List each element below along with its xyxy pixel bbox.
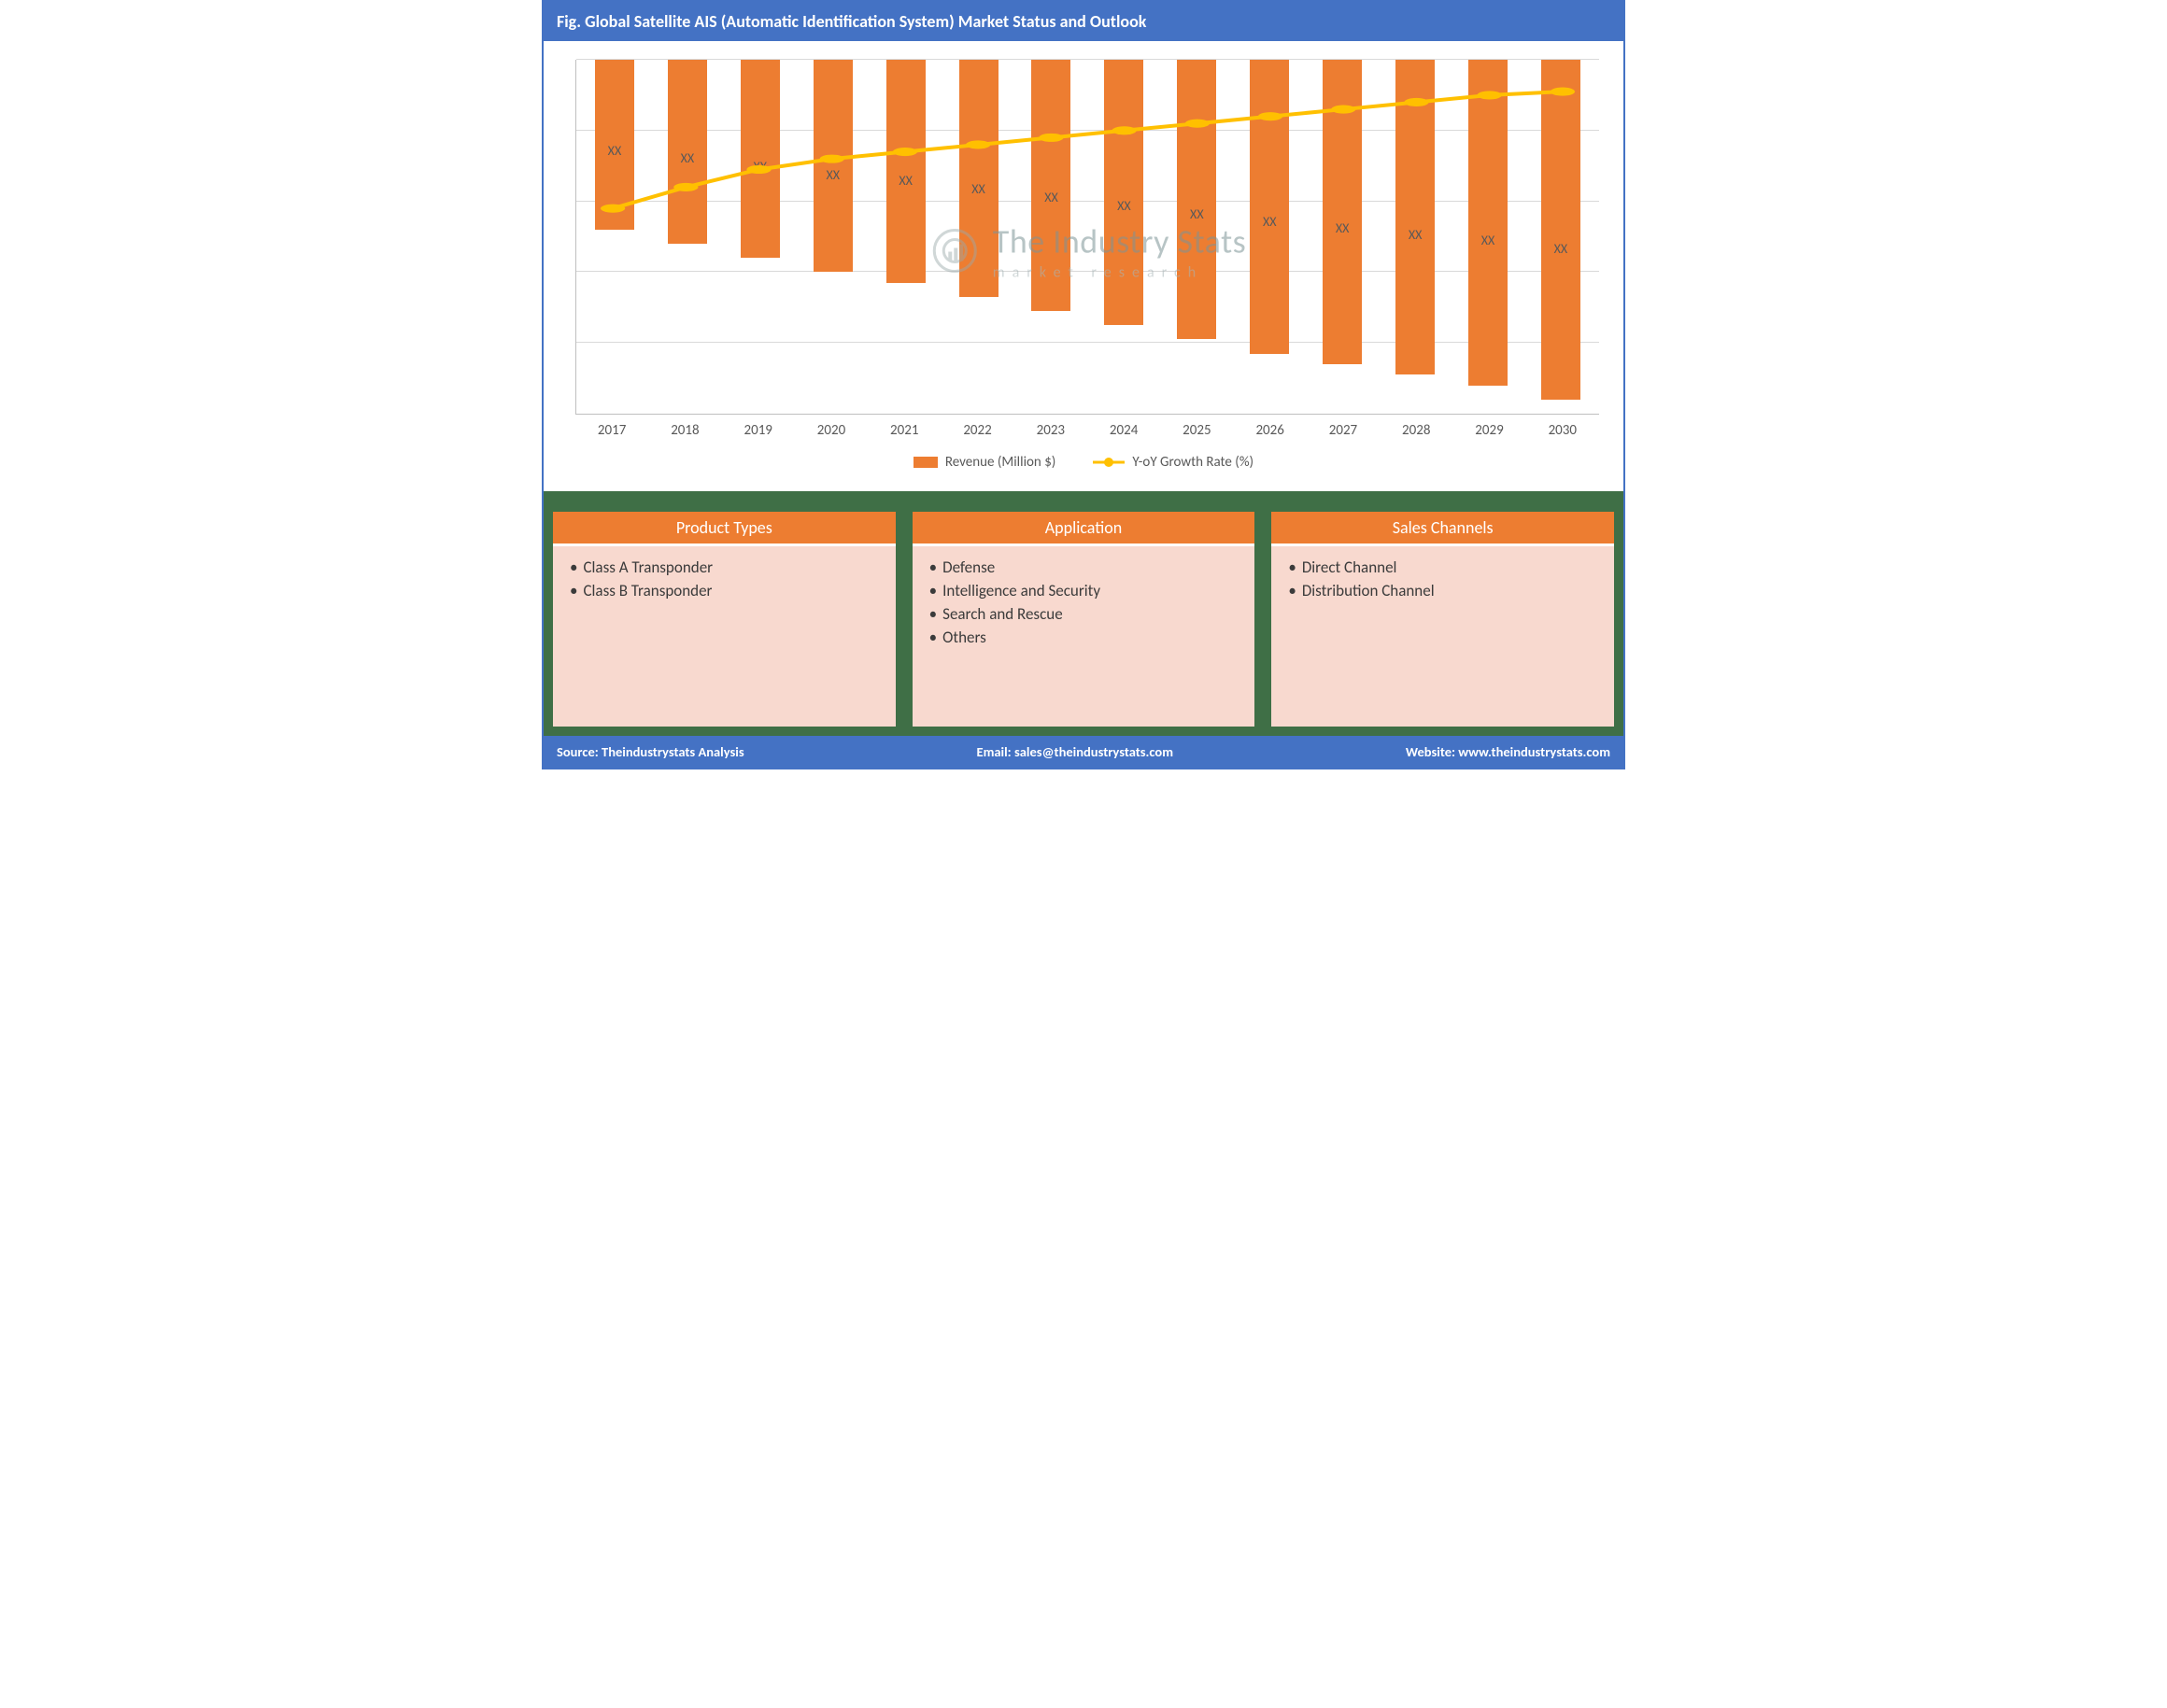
panel-header: Sales Channels xyxy=(1271,512,1614,546)
legend-label-growth: Y-oY Growth Rate (%) xyxy=(1132,454,1253,471)
x-tick-label: 2030 xyxy=(1526,422,1599,439)
revenue-bar: XX xyxy=(886,60,926,283)
chart-plot: XXXXXXXXXXXXXXXXXXXXXXXXXXXXXXXXXXXXXXXX… xyxy=(575,60,1599,415)
bar-slot: XXXX xyxy=(1087,60,1160,414)
footer-email: Email: sales@theindustrystats.com xyxy=(977,743,1174,760)
bar-group: XXXXXXXXXXXXXXXXXXXXXXXXXXXXXXXXXXXXXXXX… xyxy=(576,60,1599,414)
bar-value-label: XX xyxy=(608,143,622,159)
bar-value-label: XX xyxy=(971,181,985,197)
bar-value-label: XX xyxy=(754,159,768,175)
separator xyxy=(544,491,1623,502)
bar-value-label: XX xyxy=(681,150,695,166)
x-tick-label: 2020 xyxy=(795,422,868,439)
x-tick-label: 2026 xyxy=(1234,422,1307,439)
bar-value-label: XX xyxy=(1044,190,1058,205)
bar-slot: XXXX xyxy=(1306,60,1379,414)
x-tick-label: 2025 xyxy=(1160,422,1233,439)
panel-list-item: Distribution Channel xyxy=(1288,579,1597,602)
panel-body: DefenseIntelligence and SecuritySearch a… xyxy=(913,546,1255,658)
footer-source: Source: Theindustrystats Analysis xyxy=(557,743,744,760)
panel-list: Class A TransponderClass B Transponder xyxy=(570,556,879,602)
bar-value-label: XX xyxy=(1190,206,1204,222)
revenue-bar: XX xyxy=(1031,60,1070,311)
panel-list: Direct ChannelDistribution Channel xyxy=(1288,556,1597,602)
bar-slot: XXXX xyxy=(1160,60,1233,414)
x-tick-label: 2017 xyxy=(575,422,648,439)
x-tick-label: 2024 xyxy=(1087,422,1160,439)
panel-header: Application xyxy=(913,512,1255,546)
footer-bar: Source: Theindustrystats Analysis Email:… xyxy=(544,736,1623,768)
figure-title: Fig. Global Satellite AIS (Automatic Ide… xyxy=(544,2,1623,41)
revenue-bar: XX xyxy=(814,60,853,272)
revenue-bar: XX xyxy=(1177,60,1216,339)
bar-slot: XXXX xyxy=(797,60,870,414)
bar-value-label: XX xyxy=(1409,227,1423,243)
panel-list: DefenseIntelligence and SecuritySearch a… xyxy=(929,556,1239,649)
revenue-bar: XX xyxy=(1468,60,1508,386)
bar-slot: XXXX xyxy=(724,60,797,414)
revenue-bar: XX xyxy=(959,60,999,297)
panel-body: Class A TransponderClass B Transponder xyxy=(553,546,896,612)
legend-swatch-bar xyxy=(914,457,938,468)
revenue-bar: XX xyxy=(1323,60,1362,364)
bar-value-label: XX xyxy=(1117,198,1131,214)
bar-value-label: XX xyxy=(899,173,913,189)
revenue-bar: XX xyxy=(668,60,707,244)
x-axis: 2017201820192020202120222023202420252026… xyxy=(575,415,1599,439)
x-tick-label: 2029 xyxy=(1452,422,1525,439)
bar-slot: XXXX xyxy=(870,60,942,414)
panel-body: Direct ChannelDistribution Channel xyxy=(1271,546,1614,612)
bar-slot: XXXX xyxy=(651,60,724,414)
legend-item-growth: Y-oY Growth Rate (%) xyxy=(1093,454,1253,471)
info-panel: Sales Channels Direct ChannelDistribution… xyxy=(1271,512,1614,727)
bar-slot: XXXX xyxy=(1015,60,1088,414)
info-panel: Application DefenseIntelligence and Secur… xyxy=(913,512,1255,727)
bar-value-label: XX xyxy=(1336,220,1350,236)
panel-header: Product Types xyxy=(553,512,896,546)
revenue-bar: XX xyxy=(1395,60,1435,374)
bar-slot: XXXX xyxy=(1379,60,1452,414)
chart-area: XXXXXXXXXXXXXXXXXXXXXXXXXXXXXXXXXXXXXXXX… xyxy=(544,41,1623,491)
panel-list-item: Intelligence and Security xyxy=(929,579,1239,602)
panel-list-item: Search and Rescue xyxy=(929,602,1239,626)
bar-value-label: XX xyxy=(826,167,840,183)
x-tick-label: 2018 xyxy=(648,422,721,439)
revenue-bar: XX xyxy=(1541,60,1580,400)
panel-list-item: Direct Channel xyxy=(1288,556,1597,579)
info-panel: Product Types Class A TransponderClass B … xyxy=(553,512,896,727)
revenue-bar: XX xyxy=(1104,60,1143,325)
x-tick-label: 2019 xyxy=(722,422,795,439)
legend-item-revenue: Revenue (Million $) xyxy=(914,454,1055,471)
figure-container: Fig. Global Satellite AIS (Automatic Ide… xyxy=(542,0,1625,769)
bar-value-label: XX xyxy=(1554,241,1568,257)
chart-legend: Revenue (Million $) Y-oY Growth Rate (%) xyxy=(562,439,1605,482)
panel-list-item: Defense xyxy=(929,556,1239,579)
bar-slot: XXXX xyxy=(1524,60,1597,414)
revenue-bar: XX xyxy=(741,60,780,258)
revenue-bar: XX xyxy=(595,60,634,230)
bar-slot: XXXX xyxy=(578,60,651,414)
panels-row: Product Types Class A TransponderClass B … xyxy=(544,502,1623,736)
x-tick-label: 2023 xyxy=(1014,422,1087,439)
panel-list-item: Class A Transponder xyxy=(570,556,879,579)
legend-label-revenue: Revenue (Million $) xyxy=(945,454,1055,471)
bar-slot: XXXX xyxy=(1452,60,1524,414)
footer-website: Website: www.theindustrystats.com xyxy=(1406,743,1610,760)
x-tick-label: 2021 xyxy=(868,422,941,439)
panel-list-item: Class B Transponder xyxy=(570,579,879,602)
legend-swatch-line xyxy=(1093,457,1125,468)
panel-list-item: Others xyxy=(929,626,1239,649)
x-tick-label: 2028 xyxy=(1380,422,1452,439)
revenue-bar: XX xyxy=(1250,60,1289,354)
bar-slot: XXXX xyxy=(942,60,1015,414)
bar-value-label: XX xyxy=(1481,233,1495,248)
bar-slot: XXXX xyxy=(1233,60,1306,414)
x-tick-label: 2027 xyxy=(1307,422,1380,439)
x-tick-label: 2022 xyxy=(941,422,1013,439)
bar-value-label: XX xyxy=(1263,214,1277,230)
